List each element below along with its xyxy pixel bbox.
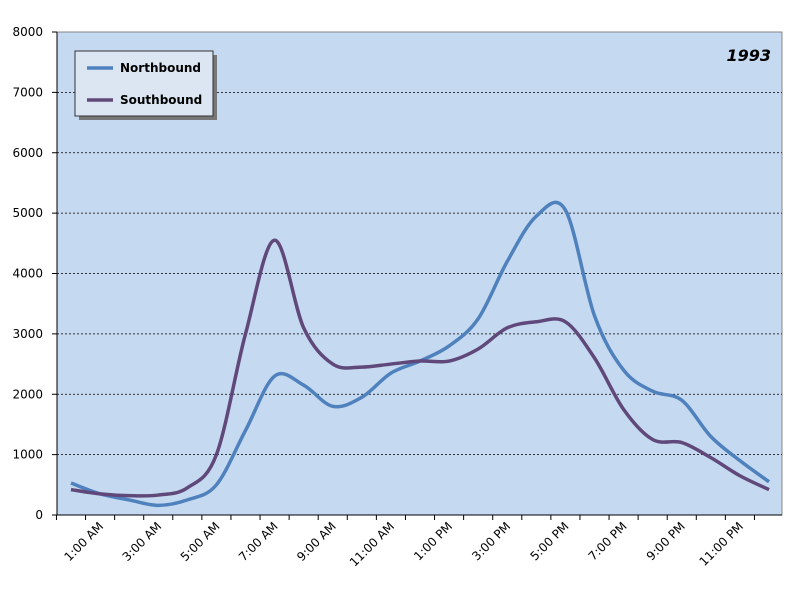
x-tick-label: 3:00 AM — [120, 519, 165, 564]
x-tick-label: 3:00 PM — [469, 519, 513, 563]
x-tick-label: 9:00 PM — [644, 519, 688, 563]
x-tick-label: 1:00 PM — [411, 519, 455, 563]
legend — [74, 50, 214, 117]
y-tick-label: 4000 — [12, 267, 43, 281]
y-tick-label: 1000 — [12, 448, 43, 462]
legend-label: Northbound — [120, 61, 201, 75]
y-tick-label: 5000 — [12, 206, 43, 220]
x-tick-label: 11:00 PM — [697, 519, 746, 568]
y-tick-label: 0 — [35, 508, 43, 522]
y-tick-label: 8000 — [12, 25, 43, 39]
x-tick-label: 11:00 AM — [347, 519, 397, 569]
y-tick-label: 3000 — [12, 327, 43, 341]
y-tick-label: 2000 — [12, 387, 43, 401]
lines — [70, 200, 771, 508]
chart-title: 1993 — [726, 46, 771, 65]
x-tick-label: 1:00 AM — [61, 519, 106, 564]
legend-items: Northbound Southbound — [87, 61, 202, 107]
y-tick-label: 7000 — [12, 85, 43, 99]
legend-label: Southbound — [120, 93, 202, 107]
series-line — [70, 238, 770, 498]
x-tick-label: 7:00 AM — [236, 519, 281, 564]
x-tick-label: 9:00 AM — [294, 519, 339, 564]
x-tick-label: 5:00 PM — [527, 519, 571, 563]
x-tick-label: 5:00 AM — [178, 519, 223, 564]
x-tick-label: 7:00 PM — [586, 519, 630, 563]
y-tick-label: 6000 — [12, 146, 43, 160]
